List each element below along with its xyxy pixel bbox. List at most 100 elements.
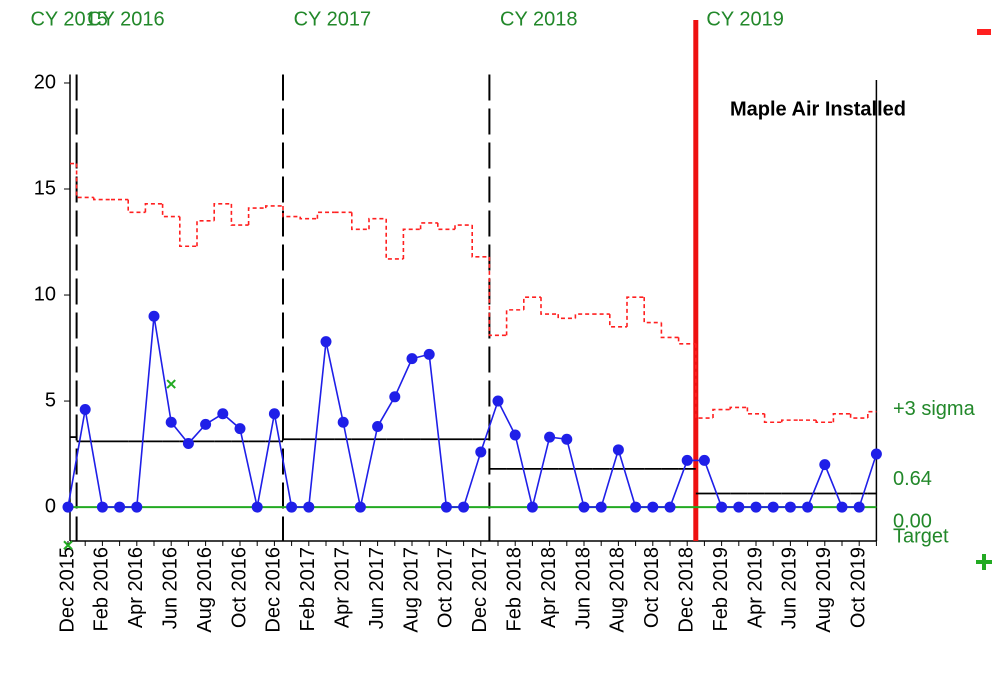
x-tick-label: Jun 2019	[779, 547, 801, 629]
ucl-line	[299, 216, 318, 220]
data-point	[509, 429, 521, 441]
excluded-point	[63, 540, 73, 550]
data-point	[114, 501, 126, 513]
data-point	[182, 437, 194, 449]
x-tick-label: Oct 2018	[641, 547, 663, 628]
data-point	[630, 501, 642, 513]
data-point	[131, 501, 143, 513]
x-tick-label: Aug 2018	[607, 547, 629, 633]
ucl-line	[419, 222, 438, 230]
ucl-line	[316, 211, 335, 219]
ucl-line	[93, 197, 111, 201]
ucl-line	[488, 256, 507, 337]
phase-label: CY 2017	[294, 8, 371, 30]
ucl-line	[230, 203, 249, 226]
data-point	[354, 501, 366, 513]
data-point	[544, 431, 556, 443]
x-tick-label: Apr 2019	[744, 547, 766, 628]
ucl-line	[867, 410, 877, 419]
ucl-line	[781, 419, 799, 423]
phase-label: CY 2015	[30, 8, 107, 30]
data-point	[819, 459, 831, 471]
ucl-line	[609, 314, 627, 328]
x-tick-label: Dec 2018	[675, 547, 697, 633]
data-point	[716, 501, 728, 513]
ucl-line	[660, 322, 679, 339]
ucl-line	[402, 228, 421, 259]
data-point	[217, 408, 229, 420]
ucl-line	[75, 163, 94, 199]
data-point	[372, 420, 384, 432]
ucl-line	[437, 222, 455, 231]
data-point	[767, 501, 779, 513]
ucl-line	[832, 412, 851, 423]
data-point	[303, 501, 315, 513]
data-point	[526, 501, 538, 513]
data-point	[200, 418, 212, 430]
ucl-line	[265, 205, 283, 209]
x-tick-label: Aug 2016	[194, 547, 216, 633]
annotation: Maple Air Installed	[730, 98, 906, 120]
ucl-line	[557, 314, 576, 320]
ucl-line	[196, 220, 215, 247]
legend-ucl-icon	[977, 29, 991, 35]
ucl-line	[677, 337, 696, 345]
excluded-point	[166, 379, 176, 389]
x-tick-label: Aug 2017	[400, 547, 422, 633]
ucl-line	[540, 297, 559, 315]
data-point	[251, 501, 263, 513]
x-tick-label: Oct 2017	[435, 547, 457, 628]
target-label: Target	[893, 525, 949, 547]
data-point	[423, 348, 435, 360]
phase-label: CY 2016	[87, 8, 164, 30]
ucl-line	[712, 408, 731, 419]
x-tick-label: Apr 2017	[331, 547, 353, 628]
data-point	[458, 501, 470, 513]
data-point	[475, 446, 487, 458]
data-point	[406, 353, 418, 365]
data-point	[389, 391, 401, 403]
x-tick-label: Feb 2019	[710, 547, 732, 632]
ucl-line	[368, 217, 387, 230]
x-tick-label: Jun 2016	[159, 547, 181, 629]
data-point	[320, 336, 332, 348]
data-point	[595, 501, 607, 513]
data-point	[750, 501, 762, 513]
data-point	[870, 448, 882, 460]
data-point	[62, 501, 74, 513]
data-point	[337, 416, 349, 428]
data-point	[234, 423, 246, 435]
x-tick-label: Apr 2016	[125, 547, 147, 628]
data-point	[79, 404, 91, 416]
ucl-line	[523, 296, 541, 310]
y-tick-label: 5	[45, 389, 56, 411]
y-tick-label: 20	[34, 71, 56, 93]
ucl-line	[385, 218, 404, 260]
data-point	[148, 310, 160, 322]
ucl-line	[695, 343, 713, 419]
ucl-line	[746, 407, 765, 415]
data-point	[268, 408, 280, 420]
data-point	[681, 454, 693, 466]
x-tick-label: Dec 2015	[56, 547, 78, 633]
data-point	[96, 501, 108, 513]
x-tick-label: Aug 2019	[813, 547, 835, 633]
ucl-line	[454, 224, 473, 230]
ucl-line	[505, 309, 524, 336]
data-point	[802, 501, 814, 513]
target-value-label: 0.00	[893, 510, 932, 532]
x-tick-label: Jun 2018	[572, 547, 594, 629]
ucl-label: +3 sigma	[893, 398, 976, 420]
data-point	[492, 395, 504, 407]
ucl-line	[471, 225, 490, 258]
ucl-line	[213, 203, 232, 221]
data-point	[664, 501, 676, 513]
data-point	[784, 501, 796, 513]
legend-target-icon	[976, 554, 992, 570]
x-tick-label: Dec 2016	[263, 547, 285, 633]
data-point	[578, 501, 590, 513]
ucl-line	[351, 212, 369, 231]
center-label: 0.64	[893, 468, 932, 490]
data-point	[165, 416, 177, 428]
